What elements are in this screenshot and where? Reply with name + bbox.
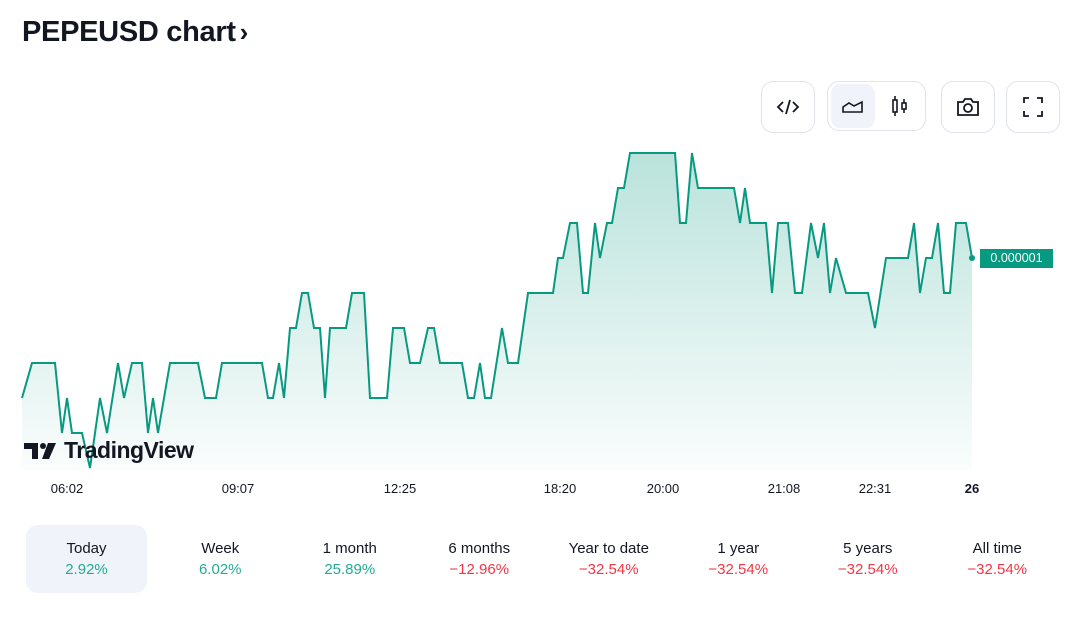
area-chart-button[interactable] (831, 84, 876, 128)
period-selector: Today 2.92% Week 6.02% 1 month 25.89% 6 mon… (26, 525, 1062, 593)
embed-code-icon (776, 99, 800, 115)
period-change: −32.54% (967, 561, 1028, 578)
x-tick-label: 12:25 (383, 481, 417, 496)
period-week[interactable]: Week 6.02% (156, 525, 286, 593)
x-tick-label: 20:00 (646, 481, 680, 496)
period-label: Year to date (568, 540, 649, 557)
candles-icon (891, 96, 907, 116)
period-today[interactable]: Today 2.92% (26, 525, 147, 593)
period-label: 1 year (717, 540, 760, 557)
watermark-text: TradingView (64, 437, 194, 463)
period-change: −32.54% (578, 561, 639, 578)
candles-button[interactable] (878, 84, 922, 128)
period-6-months[interactable]: 6 months −12.96% (415, 525, 545, 593)
x-tick-label: 06:02 (50, 481, 84, 496)
chart-type-group (827, 81, 926, 131)
last-price-label: 0.000001 (980, 249, 1053, 268)
period-change: −32.54% (837, 561, 898, 578)
period-5-years[interactable]: 5 years −32.54% (803, 525, 933, 593)
fullscreen-button[interactable] (1006, 81, 1060, 133)
price-area-fill (22, 153, 972, 470)
period-label: 5 years (843, 540, 893, 557)
period-label: 6 months (448, 540, 511, 557)
x-tick-label: 09:07 (221, 481, 255, 496)
x-tick-label: 22:31 (858, 481, 892, 496)
price-line (21, 152, 973, 469)
embed-button[interactable] (761, 81, 815, 133)
period-1-year[interactable]: 1 year −32.54% (674, 525, 804, 593)
period-change: −12.96% (449, 561, 510, 578)
period-change: 25.89% (324, 561, 376, 578)
x-tick-label: 21:08 (767, 481, 801, 496)
period-year-to-date[interactable]: Year to date −32.54% (544, 525, 674, 593)
price-chart[interactable] (0, 140, 1080, 480)
period-change: 6.02% (198, 561, 242, 578)
period-1-month[interactable]: 1 month 25.89% (285, 525, 415, 593)
period-label: All time (972, 540, 1022, 557)
tradingview-logo: TradingView (24, 437, 194, 464)
last-price-dot (969, 255, 975, 261)
period-label: 1 month (322, 540, 377, 557)
fullscreen-icon (1023, 97, 1043, 117)
tradingview-logo-icon (24, 442, 56, 459)
screenshot-button[interactable] (941, 81, 995, 133)
x-tick-label: 18:20 (543, 481, 577, 496)
camera-icon (957, 98, 979, 116)
period-change: 2.92% (65, 561, 108, 578)
period-all-time[interactable]: All time −32.54% (933, 525, 1063, 593)
area-chart-icon (842, 100, 864, 113)
period-label: Week (201, 540, 240, 557)
chevron-right-icon: › (239, 17, 249, 47)
title-text: PEPEUSD chart (22, 16, 236, 48)
period-change: −32.54% (708, 561, 769, 578)
x-tick-label: 26 (964, 481, 980, 496)
period-label: Today (66, 540, 107, 557)
page-title[interactable]: PEPEUSD chart › (22, 16, 248, 49)
